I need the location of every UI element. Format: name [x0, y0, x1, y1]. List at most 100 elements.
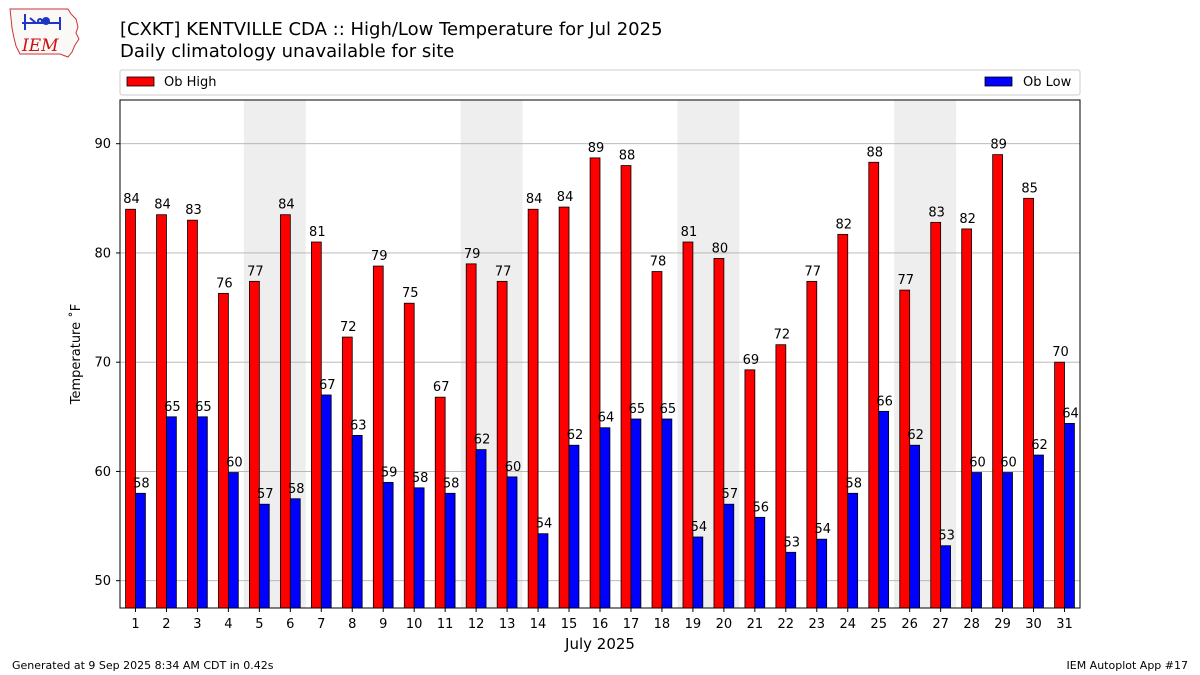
label-low-day-20: 57 — [722, 487, 739, 502]
label-low-day-11: 58 — [443, 476, 460, 491]
label-high-day-8: 72 — [340, 320, 357, 335]
bar-high-day-26 — [899, 289, 911, 609]
label-high-day-16: 89 — [588, 141, 605, 156]
bar-low-day-20 — [723, 503, 735, 609]
legend-swatch-high — [126, 76, 155, 87]
footer-app: IEM Autoplot App #17 — [1067, 659, 1189, 672]
label-high-day-22: 72 — [774, 328, 791, 343]
bar-high-day-14 — [527, 208, 539, 609]
bar-high-day-29 — [992, 154, 1003, 609]
label-high-day-6: 84 — [278, 198, 295, 213]
bar-high-day-4 — [218, 292, 229, 609]
bar-high-day-17 — [620, 165, 632, 609]
bar-low-day-26 — [909, 444, 920, 609]
label-low-day-31: 64 — [1062, 406, 1079, 421]
x-tick-label-4: 4 — [224, 617, 232, 632]
bar-high-day-18 — [651, 271, 663, 609]
bar-low-day-3 — [197, 416, 208, 609]
x-tick-label-15: 15 — [561, 617, 578, 632]
y-axis: 50 60 70 80 90 — [94, 137, 120, 589]
x-tick-label-27: 27 — [932, 617, 949, 632]
label-low-day-12: 62 — [474, 433, 491, 448]
bar-low-day-17 — [630, 418, 642, 609]
x-tick-label-12: 12 — [468, 617, 485, 632]
label-high-day-31: 70 — [1052, 345, 1069, 360]
bar-high-day-1 — [125, 208, 136, 609]
bar-high-day-21 — [744, 369, 756, 609]
label-low-day-18: 65 — [660, 402, 677, 417]
label-low-day-29: 60 — [1000, 456, 1017, 471]
label-high-day-4: 76 — [216, 276, 233, 291]
bar-low-day-24 — [847, 492, 859, 609]
label-high-day-5: 77 — [247, 264, 264, 279]
label-high-day-23: 77 — [805, 264, 822, 279]
label-low-day-13: 60 — [505, 460, 522, 475]
x-tick-label-8: 8 — [348, 617, 356, 632]
bar-low-day-25 — [878, 410, 890, 609]
iowa-state-outline-icon — [9, 8, 80, 58]
bar-value-labels: 84 58 84 65 83 65 76 60 77 57 84 58 81 67 72 63 79 59 75 58… — [123, 138, 1078, 551]
label-low-day-19: 54 — [691, 520, 708, 535]
label-low-day-30: 62 — [1031, 438, 1048, 453]
label-low-day-3: 65 — [195, 400, 212, 415]
x-axis: 1 2 3 4 5 6 7 8 9 10 11 12 13 14 15 16 17 18 19 20 21 22 23 24 2… — [131, 608, 1073, 632]
x-tick-label-31: 31 — [1056, 617, 1073, 632]
label-high-day-7: 81 — [309, 225, 326, 240]
legend-label-high: Ob High — [164, 75, 217, 90]
bar-high-day-22 — [775, 344, 787, 609]
x-tick-label-9: 9 — [379, 617, 387, 632]
x-tick-label-13: 13 — [499, 617, 516, 632]
label-low-day-1: 58 — [133, 476, 150, 491]
label-high-day-10: 75 — [402, 286, 419, 301]
x-tick-label-29: 29 — [994, 617, 1011, 632]
bar-high-day-27 — [930, 221, 942, 609]
label-high-day-26: 77 — [897, 273, 914, 288]
bar-low-day-21 — [754, 516, 766, 609]
label-high-day-13: 77 — [495, 264, 512, 279]
x-tick-label-16: 16 — [592, 617, 609, 632]
x-tick-label-28: 28 — [963, 617, 980, 632]
y-tick-label-50: 50 — [94, 574, 111, 589]
bar-low-day-7 — [320, 394, 332, 609]
label-low-day-24: 58 — [845, 476, 862, 491]
bar-high-day-28 — [961, 228, 973, 609]
label-high-day-1: 84 — [123, 192, 140, 207]
label-high-day-11: 67 — [433, 380, 450, 395]
chart-subtitle: Daily climatology unavailable for site — [120, 41, 454, 62]
label-low-day-22: 53 — [783, 535, 800, 550]
label-low-day-7: 67 — [319, 378, 336, 393]
bar-low-day-28 — [971, 472, 982, 609]
label-low-day-17: 65 — [629, 402, 646, 417]
label-low-day-28: 60 — [969, 456, 986, 471]
bar-low-day-18 — [661, 418, 673, 609]
bar-low-day-16 — [599, 427, 611, 609]
label-low-day-21: 56 — [753, 500, 770, 515]
label-low-day-14: 54 — [536, 517, 553, 532]
bar-low-day-29 — [1002, 472, 1013, 609]
x-tick-label-21: 21 — [747, 617, 764, 632]
bar-low-day-6 — [289, 498, 301, 609]
x-tick-label-1: 1 — [131, 617, 139, 632]
bar-high-day-6 — [280, 214, 291, 609]
x-tick-label-6: 6 — [286, 617, 294, 632]
x-tick-label-14: 14 — [530, 617, 547, 632]
x-tick-label-25: 25 — [870, 617, 887, 632]
y-axis-title: Temperature ˚F — [68, 304, 84, 405]
bar-high-day-30 — [1023, 197, 1034, 609]
label-high-day-25: 88 — [866, 145, 883, 160]
bar-low-day-27 — [940, 545, 951, 609]
bar-low-day-1 — [135, 492, 146, 609]
bar-high-day-23 — [806, 280, 818, 609]
label-high-day-17: 88 — [619, 149, 636, 164]
bar-low-day-15 — [568, 444, 580, 609]
y-tick-label-80: 80 — [94, 246, 111, 261]
x-tick-label-2: 2 — [162, 617, 170, 632]
label-low-day-15: 62 — [567, 428, 584, 443]
bar-low-day-4 — [227, 472, 239, 609]
weather-station-icon — [22, 14, 61, 30]
label-high-day-9: 79 — [371, 249, 388, 264]
bar-series — [125, 154, 1075, 609]
x-tick-label-24: 24 — [839, 617, 856, 632]
bar-low-day-19 — [692, 536, 704, 609]
legend-label-low: Ob Low — [1023, 75, 1072, 90]
